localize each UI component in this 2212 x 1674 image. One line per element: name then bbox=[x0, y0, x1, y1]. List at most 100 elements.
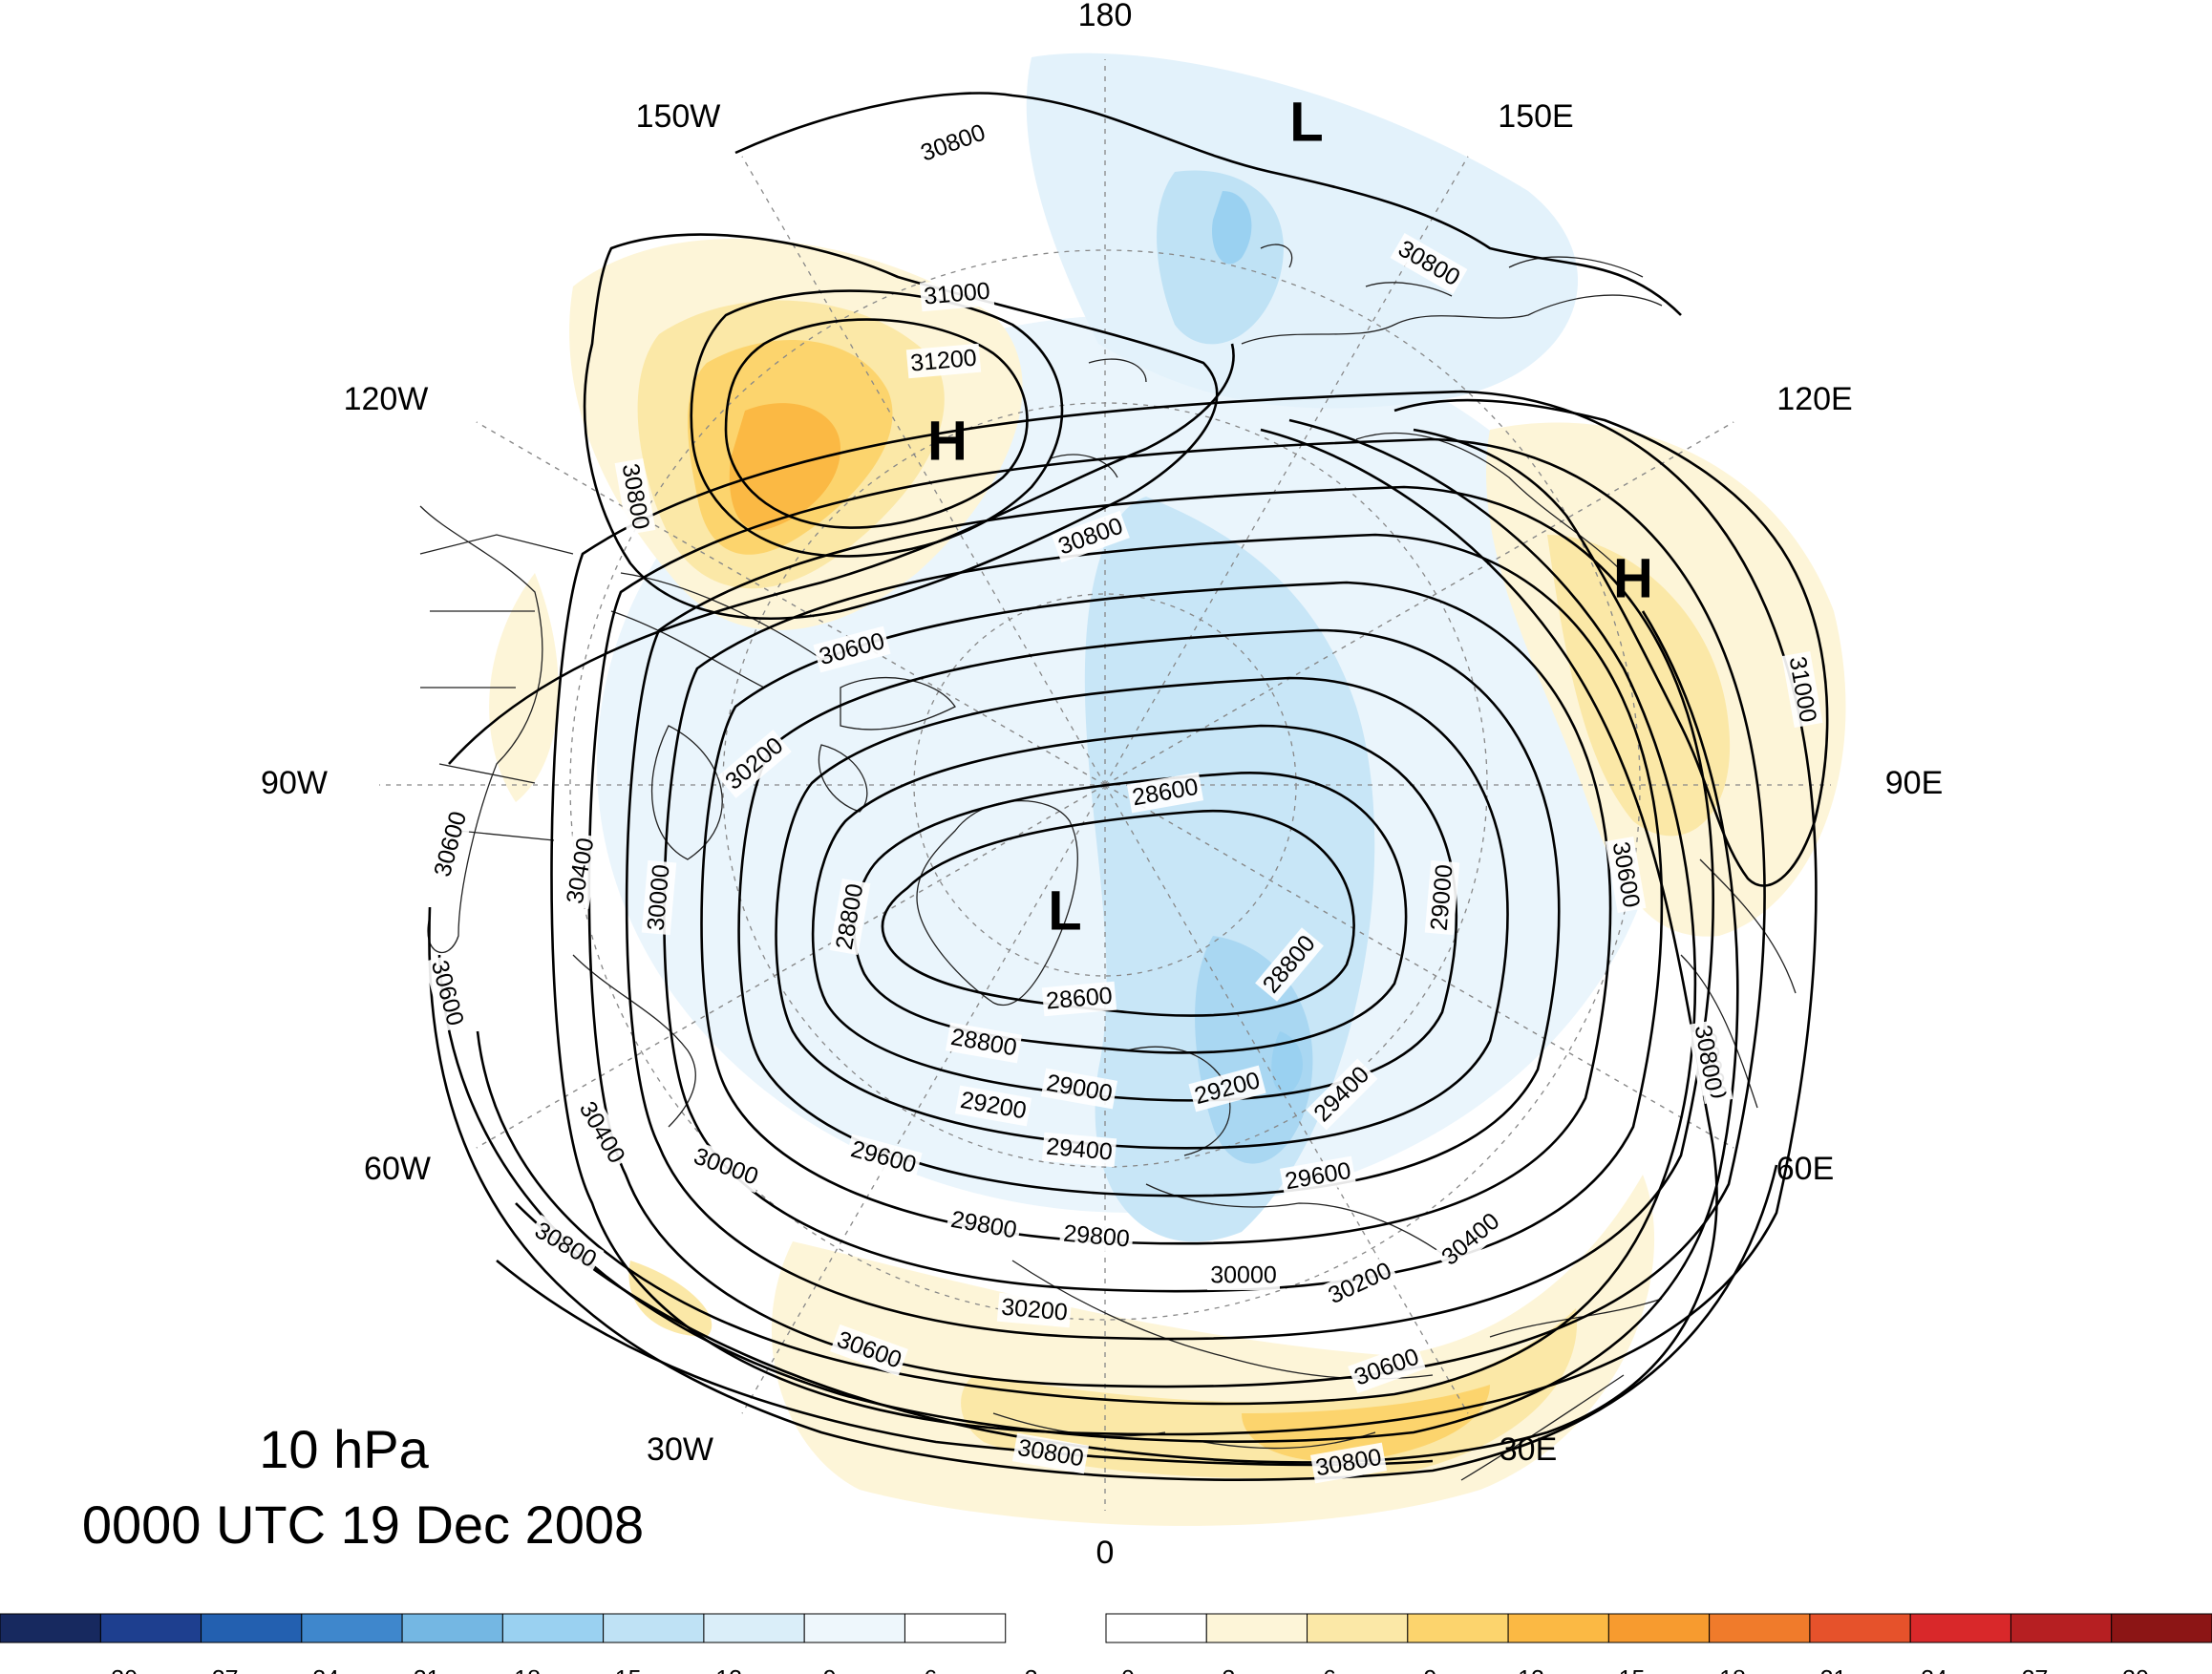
contour-label: 29400 bbox=[1041, 1132, 1117, 1168]
contour-label: 30200 bbox=[996, 1292, 1073, 1328]
colorbar-swatch bbox=[201, 1613, 303, 1643]
colorbar-tick-label: 15 bbox=[1619, 1666, 1646, 1674]
contour-label: 30800 bbox=[914, 117, 992, 170]
colorbar-tick-label: -3 bbox=[1016, 1666, 1037, 1674]
colorbar-swatch bbox=[401, 1613, 503, 1643]
colorbar-swatch bbox=[1909, 1613, 2011, 1643]
colorbar-tick-label: 3 bbox=[1223, 1666, 1236, 1674]
colorbar-tick-label: 21 bbox=[1820, 1666, 1847, 1674]
svg-text:29800: 29800 bbox=[948, 1206, 1018, 1244]
longitude-labels: 180 150W 150E 120W 120E 90W 90E 60W 60E 30W 30E 0 bbox=[261, 0, 1943, 1571]
contour-label: 30000 bbox=[1207, 1261, 1280, 1290]
svg-text:30400: 30400 bbox=[1436, 1208, 1504, 1271]
contour-label: 30000 bbox=[641, 859, 677, 936]
latitude-circle-2 bbox=[569, 249, 1641, 1321]
svg-text:29400: 29400 bbox=[1045, 1134, 1114, 1166]
contour-label: 30200 bbox=[1321, 1255, 1399, 1312]
contour-label: 31000 bbox=[919, 276, 995, 312]
colorbar-tick-label: -24 bbox=[305, 1666, 339, 1674]
high-center-label: H bbox=[927, 410, 968, 472]
lon-label: 90E bbox=[1885, 765, 1944, 801]
colorbar-swatch bbox=[1205, 1613, 1308, 1643]
colorbar-swatch bbox=[0, 1613, 101, 1643]
svg-text:30800: 30800 bbox=[917, 119, 989, 167]
pressure-centers: L L H H bbox=[927, 91, 1653, 942]
colorbar-tick-label: 27 bbox=[2022, 1666, 2049, 1674]
colorbar-swatch bbox=[803, 1613, 905, 1643]
svg-text:30400: 30400 bbox=[574, 1097, 630, 1168]
colorbar-swatch bbox=[1709, 1613, 1811, 1643]
colorbar-swatch bbox=[904, 1613, 1007, 1643]
colorbar-tick-label: -9 bbox=[815, 1666, 836, 1674]
contour-label: 30600 bbox=[427, 805, 475, 883]
colorbar-tick-label: -15 bbox=[606, 1666, 641, 1674]
lon-label: 60W bbox=[364, 1151, 431, 1187]
colorbar-tick-label: -21 bbox=[405, 1666, 439, 1674]
level-title: 10 hPa bbox=[259, 1419, 429, 1479]
low-center-label: L bbox=[1289, 91, 1323, 153]
svg-text:30000: 30000 bbox=[643, 863, 675, 932]
lon-label: 60E bbox=[1776, 1151, 1835, 1187]
svg-text:30000: 30000 bbox=[691, 1143, 762, 1191]
lon-label: 120W bbox=[344, 381, 429, 417]
colorbar-tick-label: -18 bbox=[506, 1666, 541, 1674]
colorbar-tick-label: 0 bbox=[1121, 1666, 1135, 1674]
contour-label: 31200 bbox=[905, 343, 982, 379]
lon-label: 180 bbox=[1078, 0, 1133, 33]
colorbar-tick-label: 18 bbox=[1719, 1666, 1746, 1674]
colorbar-swatch bbox=[1307, 1613, 1409, 1643]
svg-text:30400: 30400 bbox=[562, 836, 600, 905]
svg-text:29000: 29000 bbox=[1426, 863, 1458, 932]
lon-label: 0 bbox=[1096, 1535, 1115, 1571]
svg-text:28600: 28600 bbox=[1045, 983, 1114, 1015]
lon-label: 30W bbox=[647, 1431, 713, 1468]
colorbar: -30-27-24-21-18-15-12-9-6-30369121518212… bbox=[0, 1613, 2212, 1674]
lon-label: 120E bbox=[1776, 381, 1852, 417]
contour-label: 29800 bbox=[1058, 1218, 1135, 1255]
colorbar-tick-label: -12 bbox=[708, 1666, 742, 1674]
contour-label: 29800 bbox=[945, 1204, 1023, 1246]
svg-text:31000: 31000 bbox=[923, 278, 991, 310]
colorbar-swatch bbox=[1507, 1613, 1609, 1643]
contour-label: 30800 bbox=[1011, 1432, 1090, 1474]
colorbar-swatch bbox=[1607, 1613, 1711, 1643]
contour-label: 29200 bbox=[954, 1085, 1032, 1127]
colorbar-swatch bbox=[99, 1613, 202, 1643]
colorbar-tick-label: 9 bbox=[1424, 1666, 1437, 1674]
colorbar-swatch bbox=[1809, 1613, 1911, 1643]
colorbar-tick-label: -27 bbox=[203, 1666, 238, 1674]
contour-label: 29000 bbox=[1424, 859, 1460, 936]
contour-label: 30400 bbox=[1434, 1205, 1508, 1274]
colorbar-tick-label: 12 bbox=[1518, 1666, 1544, 1674]
contour-label: 28600 bbox=[1041, 981, 1117, 1017]
contour-label: 30400 bbox=[560, 832, 602, 910]
contour-label: 30800 bbox=[526, 1215, 605, 1276]
lat-lon-grid bbox=[379, 59, 1831, 1511]
colorbar-swatch bbox=[2010, 1613, 2113, 1643]
colorbar-swatch bbox=[301, 1613, 403, 1643]
colorbar-swatch bbox=[1407, 1613, 1509, 1643]
svg-text:31200: 31200 bbox=[909, 345, 978, 377]
svg-text:30000: 30000 bbox=[1210, 1262, 1277, 1289]
colorbar-swatch bbox=[603, 1613, 705, 1643]
anomaly-shading bbox=[489, 53, 1846, 1526]
contour-label: 30400 bbox=[571, 1093, 632, 1172]
contour-label: 30800 bbox=[1687, 1019, 1729, 1097]
lon-label: 150W bbox=[636, 98, 721, 135]
colorbar-swatch bbox=[501, 1613, 605, 1643]
high-center-label: H bbox=[1613, 547, 1653, 609]
lon-label: 90W bbox=[261, 765, 328, 801]
svg-text:30200: 30200 bbox=[1324, 1257, 1395, 1309]
time-title: 0000 UTC 19 Dec 2008 bbox=[82, 1494, 644, 1555]
colorbar-tick-label: -30 bbox=[103, 1666, 138, 1674]
lon-label: 30E bbox=[1499, 1431, 1558, 1468]
colorbar-tick-label: -6 bbox=[916, 1666, 937, 1674]
colorbar-tick-label: 30 bbox=[2122, 1666, 2149, 1674]
svg-text:30200: 30200 bbox=[1000, 1294, 1069, 1326]
contour-label: 30000 bbox=[687, 1140, 765, 1194]
contour-label: 30800 bbox=[1309, 1442, 1388, 1484]
colorbar-swatch bbox=[703, 1613, 805, 1643]
lon-label: 150E bbox=[1498, 98, 1573, 135]
colorbar-swatch bbox=[2111, 1613, 2212, 1643]
